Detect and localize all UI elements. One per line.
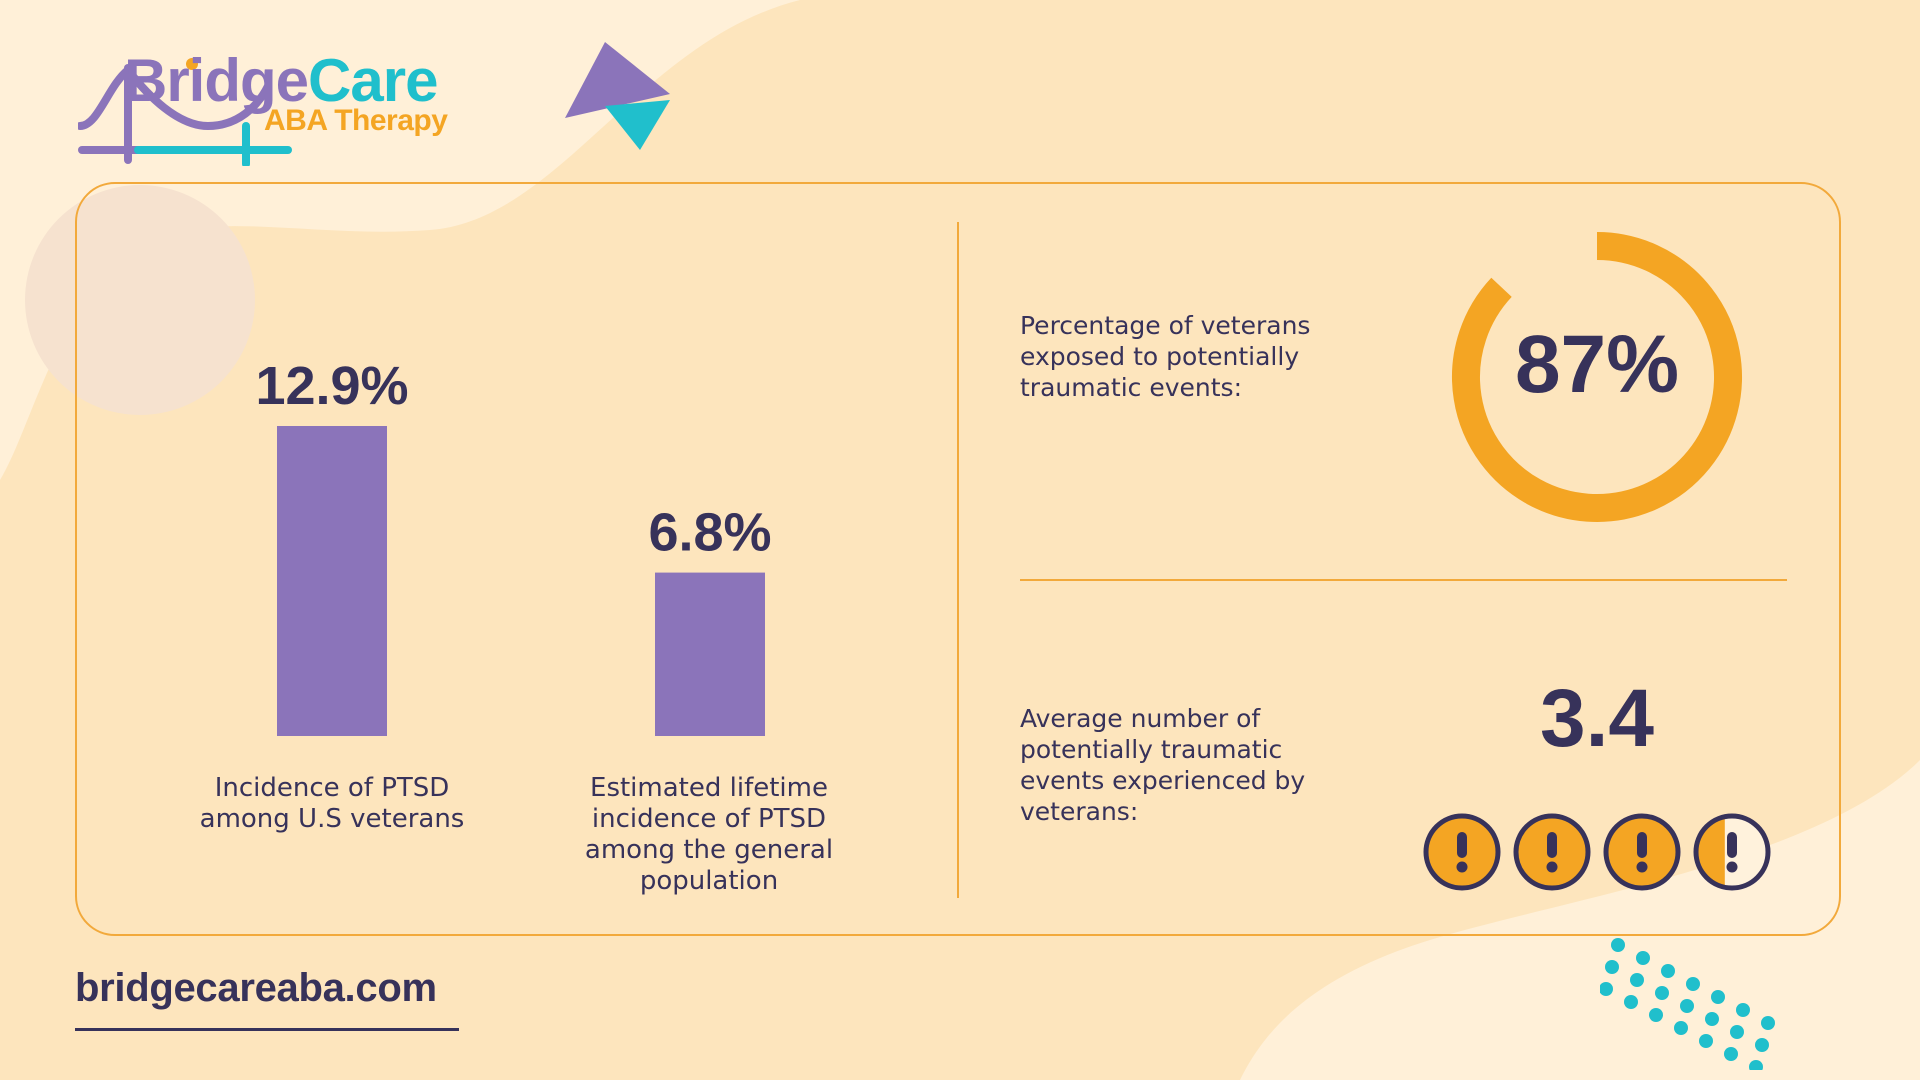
- bar-value-label: 6.8%: [648, 503, 771, 563]
- decorative-dot: [1630, 973, 1644, 987]
- decorative-dot: [1705, 1012, 1719, 1026]
- events-stat-label: Average number of potentially traumatic …: [1020, 704, 1306, 826]
- events-value: 3.4: [1540, 673, 1654, 764]
- horizontal-divider: [1020, 579, 1787, 581]
- exclamation-icon: [1513, 813, 1591, 891]
- bar: [655, 572, 765, 736]
- decorative-dot: [1636, 951, 1650, 965]
- bar-category-label: Estimated lifetime incidence of PTSD amo…: [584, 773, 834, 896]
- decorative-dot: [1724, 1047, 1738, 1061]
- stats-panel: [75, 182, 1841, 936]
- brand-name-bridge: Bridge: [124, 47, 309, 114]
- decorative-dot: [1611, 938, 1625, 952]
- bridge-logo-icon: [78, 58, 292, 166]
- exclamation-icon-scale: [1423, 813, 1771, 891]
- decorative-triangles: [565, 42, 670, 150]
- exclamation-icon: [1423, 813, 1501, 891]
- decorative-dot: [1680, 999, 1694, 1013]
- brand-logo: BridgeCare ABA Therapy: [78, 46, 478, 166]
- light-blob-bottom: [1240, 760, 1920, 1080]
- exposure-value: 87%: [1514, 319, 1680, 410]
- decorative-circle: [25, 185, 255, 415]
- decorative-dots: [1600, 938, 1775, 1070]
- bar-value-label: 12.9%: [255, 356, 408, 416]
- bar-category-label: Incidence of PTSD among U.S veterans: [199, 773, 465, 834]
- exclamation-icon: [1603, 813, 1681, 891]
- decorative-dot: [1624, 995, 1638, 1009]
- brand-name: BridgeCare: [124, 46, 438, 116]
- decorative-dot: [1730, 1025, 1744, 1039]
- decorative-dot: [1674, 1021, 1688, 1035]
- brand-name-care: Care: [308, 47, 438, 114]
- exclamation-icon: [1693, 813, 1771, 891]
- decorative-dot: [1686, 977, 1700, 991]
- website-underline: [75, 1028, 459, 1031]
- light-blob-top: [0, 0, 800, 480]
- decorative-dot: [1605, 960, 1619, 974]
- donut-arc: [1452, 232, 1742, 522]
- website-link[interactable]: bridgecareaba.com: [75, 966, 437, 1010]
- decorative-dot: [1699, 1034, 1713, 1048]
- decorative-dot: [1711, 990, 1725, 1004]
- decorative-dot: [1755, 1038, 1769, 1052]
- decorative-dot: [1655, 986, 1669, 1000]
- exposure-donut-chart: [1452, 232, 1742, 522]
- decorative-dot: [1749, 1060, 1763, 1070]
- exposure-stat-label: Percentage of veterans exposed to potent…: [1020, 311, 1311, 402]
- decorative-dot: [1600, 982, 1613, 996]
- bar: [277, 426, 387, 736]
- vertical-divider: [957, 222, 959, 898]
- decorative-dot: [1661, 964, 1675, 978]
- decorative-dot: [1649, 1008, 1663, 1022]
- brand-subtitle: ABA Therapy: [264, 104, 448, 137]
- decorative-dot: [1736, 1003, 1750, 1017]
- ptsd-bar-chart: 12.9% 6.8%: [255, 356, 772, 736]
- decorative-dot: [1761, 1016, 1775, 1030]
